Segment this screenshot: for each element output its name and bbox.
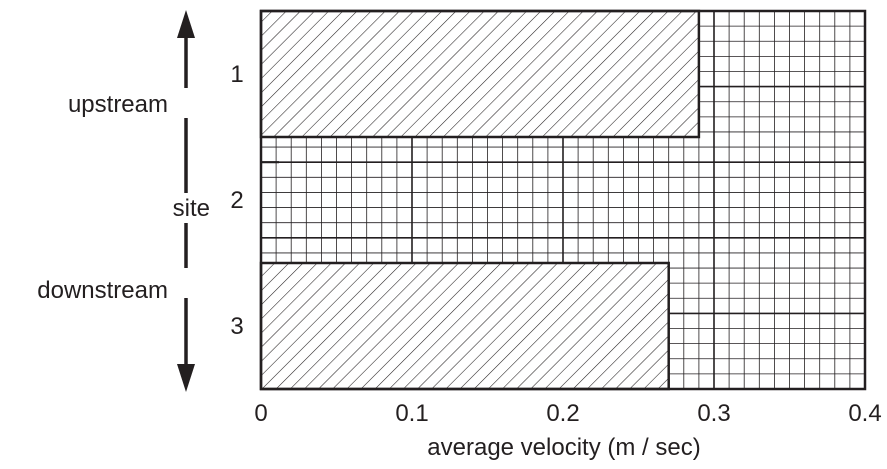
upstream-label: upstream — [68, 91, 168, 118]
x-tick-label: 0.1 — [395, 400, 428, 427]
x-axis-label: average velocity (m / sec) — [427, 434, 700, 461]
y-axis-label: site — [173, 195, 210, 222]
x-tick-label: 0.4 — [848, 400, 881, 427]
bars — [259, 9, 701, 391]
y-tick-label: 3 — [230, 313, 243, 340]
x-tick-label: 0 — [254, 400, 267, 427]
plot-border — [259, 9, 867, 391]
x-tick-label: 0.3 — [697, 400, 730, 427]
arrow-down-icon — [177, 364, 195, 392]
downstream-label: downstream — [37, 277, 168, 304]
y-tick-labels: 1 2 3 — [230, 61, 243, 340]
x-tick-label: 0.2 — [546, 400, 579, 427]
y-tick-label: 2 — [230, 187, 243, 214]
x-tick-labels: 0 0.1 0.2 0.3 0.4 — [254, 400, 881, 427]
plot-frame — [259, 9, 867, 391]
arrow-up-icon — [177, 10, 195, 38]
y-tick-label: 1 — [230, 61, 243, 88]
bar-site-3 — [259, 261, 670, 391]
bar-site-1 — [259, 9, 701, 139]
